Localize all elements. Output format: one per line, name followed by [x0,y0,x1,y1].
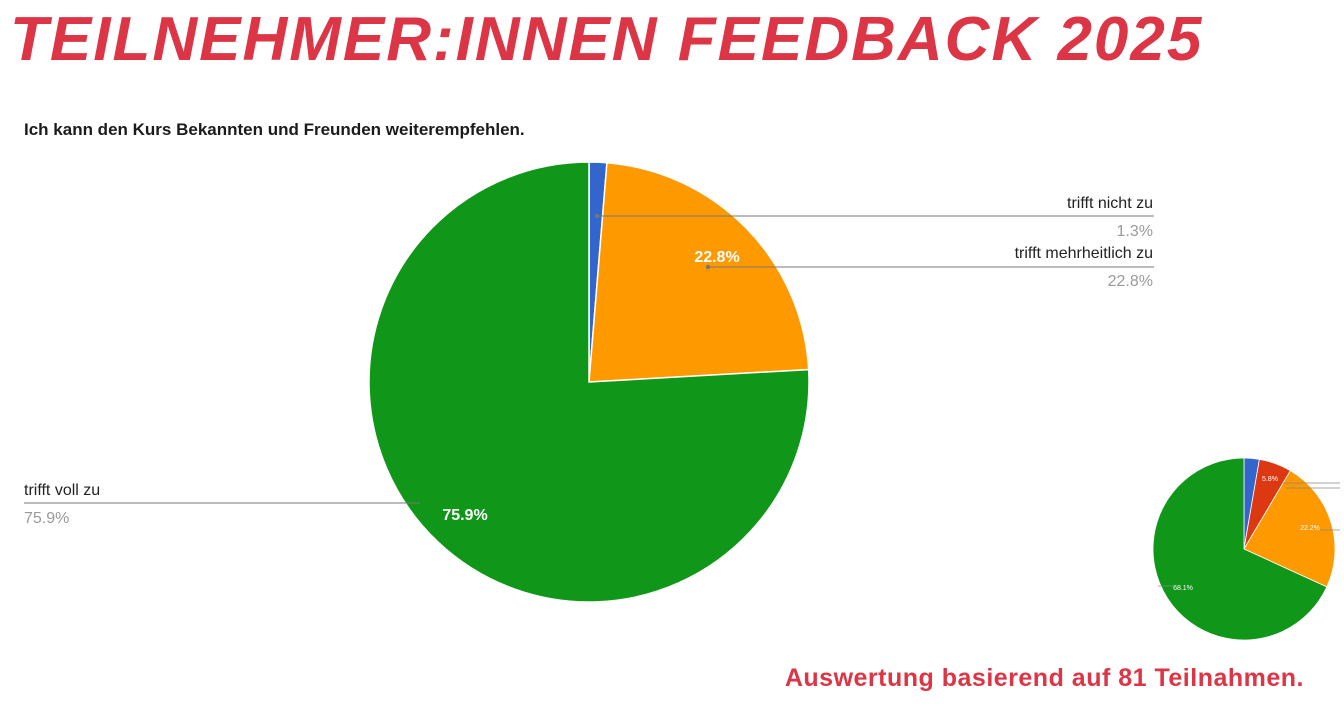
leader-dot-1 [705,264,711,270]
footnote: Auswertung basierend auf 81 Teilnahmen. [784,664,1304,692]
pie-slice-2 [368,161,810,603]
legend-percent-1: 22.8% [1108,273,1153,290]
legend-percent-2: 75.9% [24,510,69,527]
leader-dot-0 [594,213,600,219]
legend-label-2: trifft voll zu [24,482,100,499]
legend-label-1: trifft mehrheitlich zu [1015,245,1153,262]
legend-percent-0: 1.3% [1117,223,1153,240]
slice-inside-label-1: 22.8% [694,249,739,266]
legend-label-0: trifft nicht zu [1067,195,1153,212]
chart-title: Ich kann den Kurs Bekannten und Freunden… [24,120,525,139]
slice-inside-label-2: 75.9% [442,507,487,524]
pie-slice-1 [588,161,810,383]
page-headline: TEILNEHMER:INNEN FEEDBACK 2025 [10,5,1204,74]
